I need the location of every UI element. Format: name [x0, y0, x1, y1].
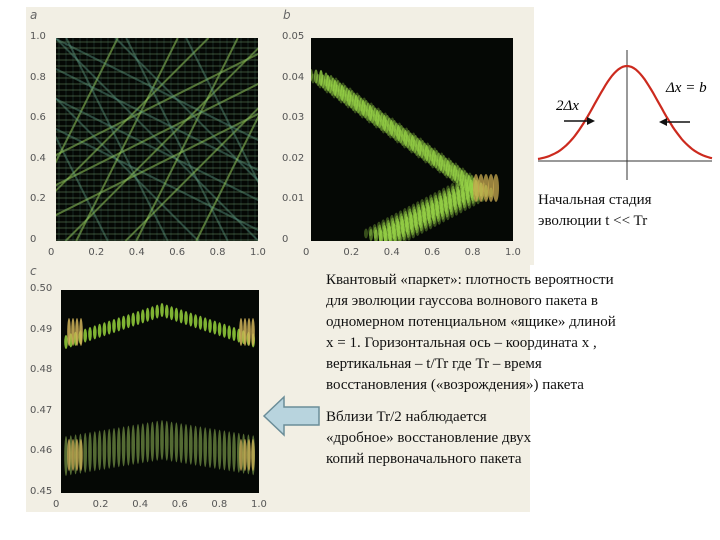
panel-c-plot	[61, 290, 259, 493]
x-tick-label: 0	[53, 499, 60, 510]
x-tick-label: 0.2	[92, 499, 109, 510]
main-caption-line: Квантовый «паркет»: плотность вероятност…	[326, 272, 614, 288]
panel-b-density-plot	[311, 69, 499, 241]
y-tick-label: 0.50	[30, 283, 53, 294]
main-caption: Квантовый «паркет»: плотность вероятност…	[326, 270, 616, 396]
main-caption-line: для эволюции гауссова волнового пакета в	[326, 293, 598, 309]
initial-stage-line: эволюции t << Tr	[538, 213, 648, 229]
main-caption-line: x = 1. Горизонтальная ось – координата x…	[326, 335, 597, 351]
fractional-caption-line: копий первоначального пакета	[326, 451, 522, 467]
y-tick-label: 0.04	[282, 71, 305, 83]
x-tick-label: 0.4	[383, 247, 400, 258]
x-tick-label: 0.8	[464, 247, 481, 258]
y-tick-label: 0.47	[30, 404, 53, 416]
x-tick-label: 0	[303, 247, 310, 258]
fractional-caption-line: Вблизи Tr/2 наблюдается	[326, 409, 487, 425]
fractional-revival-caption: Вблизи Tr/2 наблюдается «дробное» восста…	[326, 407, 531, 470]
x-tick-label: 0.8	[209, 247, 226, 258]
y-tick-label: 0.05	[282, 31, 305, 42]
x-tick-label: 0.4	[128, 247, 145, 258]
left-arrowhead	[587, 117, 595, 125]
two-delta-x-label: 2Δx	[556, 98, 579, 114]
x-tick-label: 0.2	[88, 247, 105, 258]
y-tick-label: 0.49	[30, 323, 53, 335]
y-tick-label: 0.01	[282, 193, 305, 205]
y-tick-label: 0	[282, 234, 289, 245]
y-tick-label: 0.45	[30, 486, 53, 497]
panel-c-label: c	[30, 264, 37, 278]
x-tick-label: 0.2	[343, 247, 360, 258]
main-caption-line: одномерном потенциальном «ящике» длиной	[326, 314, 616, 330]
right-arrowhead	[659, 118, 667, 126]
x-tick-label: 0.6	[171, 499, 188, 510]
x-tick-label: 0.8	[211, 499, 228, 510]
initial-stage-caption: Начальная стадия эволюции t << Tr	[538, 190, 652, 232]
x-tick-label: 0.4	[132, 499, 149, 510]
y-tick-label: 0.6	[30, 112, 46, 124]
y-tick-label: 0.02	[282, 152, 305, 164]
fractional-caption-line: «дробное» восстановление двух	[326, 430, 532, 446]
x-tick-label: 0.6	[169, 247, 186, 258]
panel-a-label: a	[30, 8, 38, 22]
delta-x-label: Δx = b	[666, 80, 707, 96]
panel-a-plot	[56, 38, 258, 241]
initial-stage-line: Начальная стадия	[538, 192, 652, 208]
y-tick-label: 1.0	[30, 31, 46, 42]
y-tick-label: 0.2	[30, 193, 46, 205]
main-caption-line: вертикальная – t/Tr где Tr – время	[326, 356, 542, 372]
panel-a-density-plot	[56, 38, 258, 241]
gaussian-diagram	[537, 50, 713, 180]
x-tick-label: 1.0	[505, 247, 521, 258]
y-tick-label: 0.8	[30, 71, 46, 83]
y-tick-label: 0.48	[30, 364, 53, 376]
panel-b-plot	[311, 38, 513, 241]
y-tick-label: 0.46	[30, 445, 53, 457]
y-tick-label: 0	[30, 234, 37, 245]
x-tick-label: 1.0	[250, 247, 266, 258]
y-tick-label: 0.4	[30, 152, 46, 164]
x-tick-label: 0.6	[424, 247, 441, 258]
y-tick-label: 0.03	[282, 112, 305, 124]
x-tick-label: 0	[48, 247, 55, 258]
panel-b-label: b	[283, 8, 291, 22]
panel-c-density-plot	[64, 303, 255, 476]
x-tick-label: 1.0	[251, 499, 267, 510]
gaussian-curve	[537, 64, 713, 161]
pointer-arrow-icon	[262, 395, 320, 437]
main-caption-line: восстановления («возрождения») пакета	[326, 377, 584, 393]
